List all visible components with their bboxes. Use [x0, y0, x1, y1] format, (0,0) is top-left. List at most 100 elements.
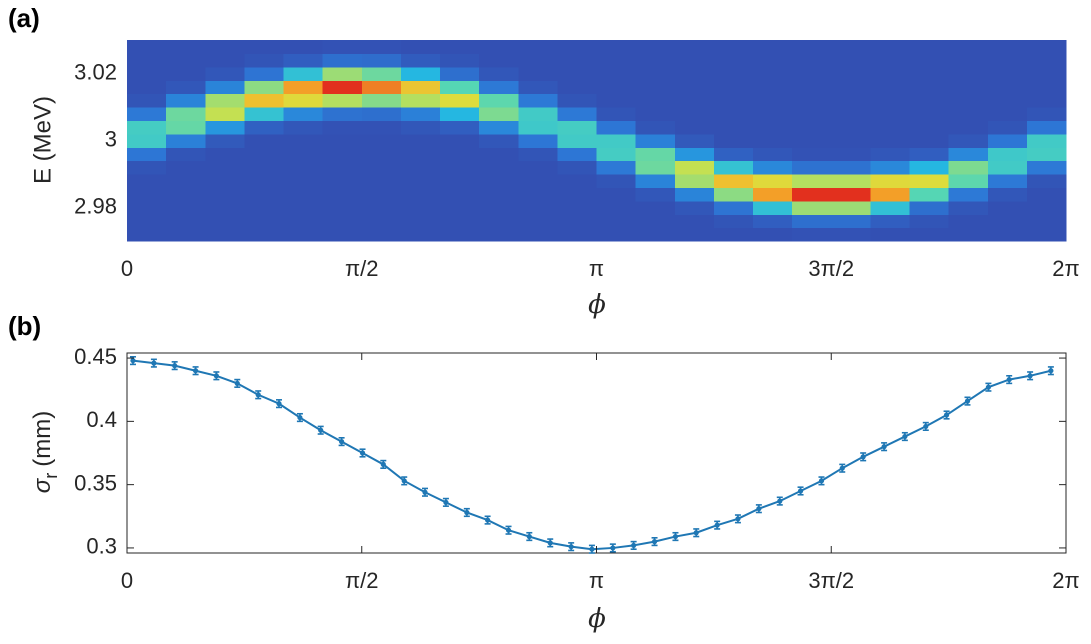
heatmap-cell: [1026, 80, 1067, 95]
heatmap-cell: [205, 187, 245, 202]
heatmap-cell: [674, 227, 715, 242]
heatmap-cell: [205, 107, 245, 121]
x-tick-label: π: [589, 568, 604, 593]
y-axis-subscript: r: [41, 473, 61, 479]
heatmap-cell: [166, 147, 206, 162]
heatmap-cell: [831, 107, 871, 121]
heatmap-cell: [400, 147, 441, 162]
heatmap-cell: [479, 214, 519, 229]
heatmap-cell: [831, 174, 871, 188]
heatmap-cell: [792, 160, 832, 175]
heatmap-cell: [557, 120, 598, 135]
data-point: [234, 380, 240, 386]
heatmap-cell: [987, 187, 1028, 202]
heatmap-cell: [674, 187, 715, 202]
heatmap-cell: [948, 107, 989, 121]
heatmap-cell: [205, 120, 245, 135]
heatmap-cell: [244, 93, 285, 108]
heatmap-cell: [205, 200, 245, 215]
heatmap-cell: [948, 160, 989, 175]
heatmap-cell: [127, 53, 167, 68]
heatmap-cell: [440, 120, 480, 135]
heatmap-cell: [596, 120, 637, 135]
heatmap-cell: [361, 174, 402, 188]
heatmap-cell: [831, 214, 871, 229]
y-tick-label: 2.98: [74, 193, 117, 218]
heatmap-cell: [440, 53, 480, 68]
heatmap-cell: [518, 174, 558, 188]
heatmap-cell: [1026, 40, 1067, 54]
heatmap-cell: [518, 160, 558, 175]
heatmap-cell: [596, 66, 637, 81]
heatmap-cell: [440, 40, 480, 54]
heatmap-cell: [948, 147, 989, 162]
heatmap-cell: [322, 174, 363, 188]
heatmap-cell: [127, 107, 167, 121]
heatmap-cell: [987, 160, 1028, 175]
heatmap-cell: [127, 80, 167, 95]
data-point: [1027, 373, 1033, 379]
heatmap-cell: [792, 120, 832, 135]
heatmap-cell: [518, 80, 558, 95]
data-point: [610, 545, 616, 551]
heatmap-cell: [987, 174, 1028, 188]
heatmap-cell: [674, 93, 715, 108]
data-point: [777, 498, 783, 504]
heatmap-cell: [322, 53, 363, 68]
data-point: [547, 540, 553, 546]
heatmap-cell: [322, 93, 363, 108]
heatmap-cell: [948, 200, 989, 215]
heatmap-cell: [596, 174, 637, 188]
heatmap-cell: [244, 66, 285, 81]
heatmap-cell: [753, 66, 793, 81]
heatmap-cell: [674, 53, 715, 68]
heatmap-cell: [283, 174, 324, 188]
heatmap-cell: [987, 80, 1028, 95]
y-axis-symbol: σ: [29, 477, 56, 493]
heatmap-cell: [1026, 214, 1067, 229]
y-axis-label: σr (mm): [29, 411, 60, 493]
heatmap-cell: [166, 80, 206, 95]
heatmap-cell: [792, 40, 832, 54]
y-tick-label: 3: [105, 126, 117, 151]
heatmap-cell: [518, 53, 558, 68]
heatmap-cell: [987, 53, 1028, 68]
heatmap-cell: [674, 174, 715, 188]
heatmap-cell: [322, 214, 363, 229]
heatmap-cell: [244, 200, 285, 215]
heatmap-cell: [322, 133, 363, 148]
heatmap-cell: [283, 147, 324, 162]
x-tick-label: 0: [121, 568, 133, 593]
y-axis-unit: (mm): [29, 411, 56, 467]
heatmap-cell: [753, 147, 793, 162]
heatmap-cell: [440, 80, 480, 95]
heatmap-cell: [557, 214, 598, 229]
heatmap-cell: [674, 147, 715, 162]
heatmap-cell: [283, 120, 324, 135]
heatmap-cell: [361, 160, 402, 175]
heatmap-cell: [909, 133, 950, 148]
heatmap-cell: [244, 160, 285, 175]
heatmap-cell: [713, 93, 754, 108]
heatmap-cell: [400, 187, 441, 202]
heatmap-cell: [205, 53, 245, 68]
heatmap-cell: [361, 133, 402, 148]
heatmap-cell: [440, 133, 480, 148]
heatmap-cell: [518, 120, 558, 135]
heatmap-cell: [635, 214, 676, 229]
heatmap-cell: [205, 80, 245, 95]
heatmap-cell: [283, 133, 324, 148]
heatmap-cell: [400, 107, 441, 121]
heatmap-cell: [557, 93, 598, 108]
data-point: [401, 478, 407, 484]
heatmap-cell: [635, 93, 676, 108]
heatmap-cell: [440, 187, 480, 202]
heatmap-cell: [792, 80, 832, 95]
heatmap-cell: [870, 160, 911, 175]
heatmap-cell: [909, 147, 950, 162]
heatmap-cell: [596, 147, 637, 162]
heatmap-cell: [127, 147, 167, 162]
heatmap-cell: [635, 200, 676, 215]
heatmap-cell: [440, 66, 480, 81]
data-line: [132, 359, 1052, 551]
